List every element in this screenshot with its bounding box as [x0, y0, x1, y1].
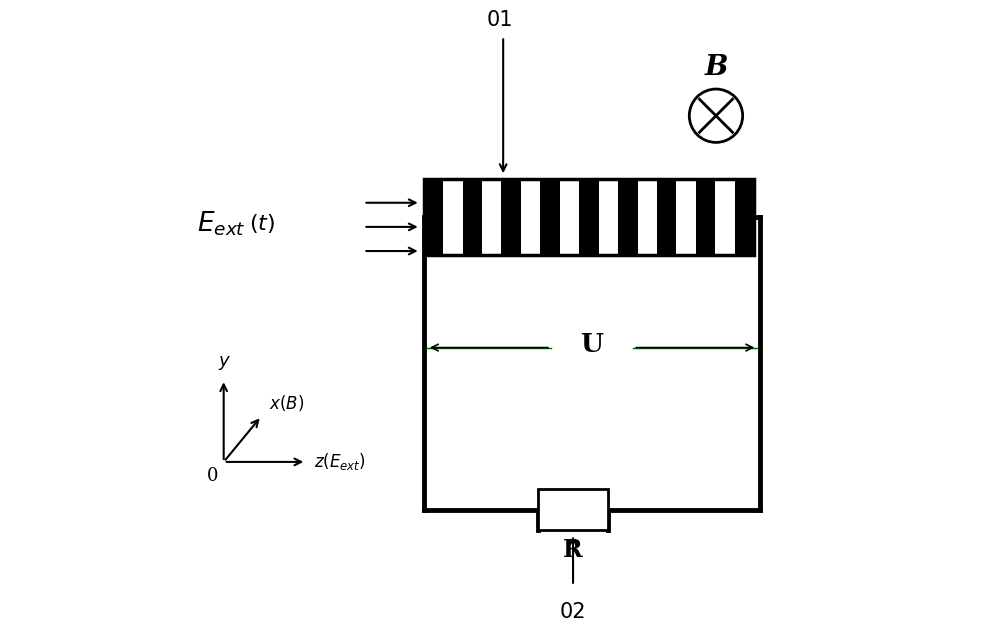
Bar	[482, 179, 501, 255]
Bar	[560, 179, 579, 255]
Bar	[676, 179, 696, 255]
Bar	[521, 179, 540, 255]
Text: 0: 0	[206, 467, 218, 485]
Text: $z(E_{ext})$: $z(E_{ext})$	[314, 452, 366, 472]
Bar	[538, 489, 608, 530]
Bar	[443, 179, 463, 255]
Bar	[715, 179, 735, 255]
Bar	[638, 179, 657, 255]
Bar	[424, 179, 754, 255]
Text: B: B	[704, 54, 728, 81]
Text: 01: 01	[487, 10, 513, 30]
Text: U: U	[581, 332, 604, 357]
Circle shape	[689, 89, 743, 142]
Text: 02: 02	[560, 602, 586, 621]
Text: $x(B)$: $x(B)$	[269, 393, 304, 413]
Text: R: R	[563, 538, 583, 562]
Text: $(t)$: $(t)$	[249, 212, 275, 235]
Text: $y$: $y$	[218, 353, 232, 372]
Text: $E_{ext}$: $E_{ext}$	[197, 209, 246, 238]
Bar	[424, 179, 754, 255]
Bar	[599, 179, 618, 255]
